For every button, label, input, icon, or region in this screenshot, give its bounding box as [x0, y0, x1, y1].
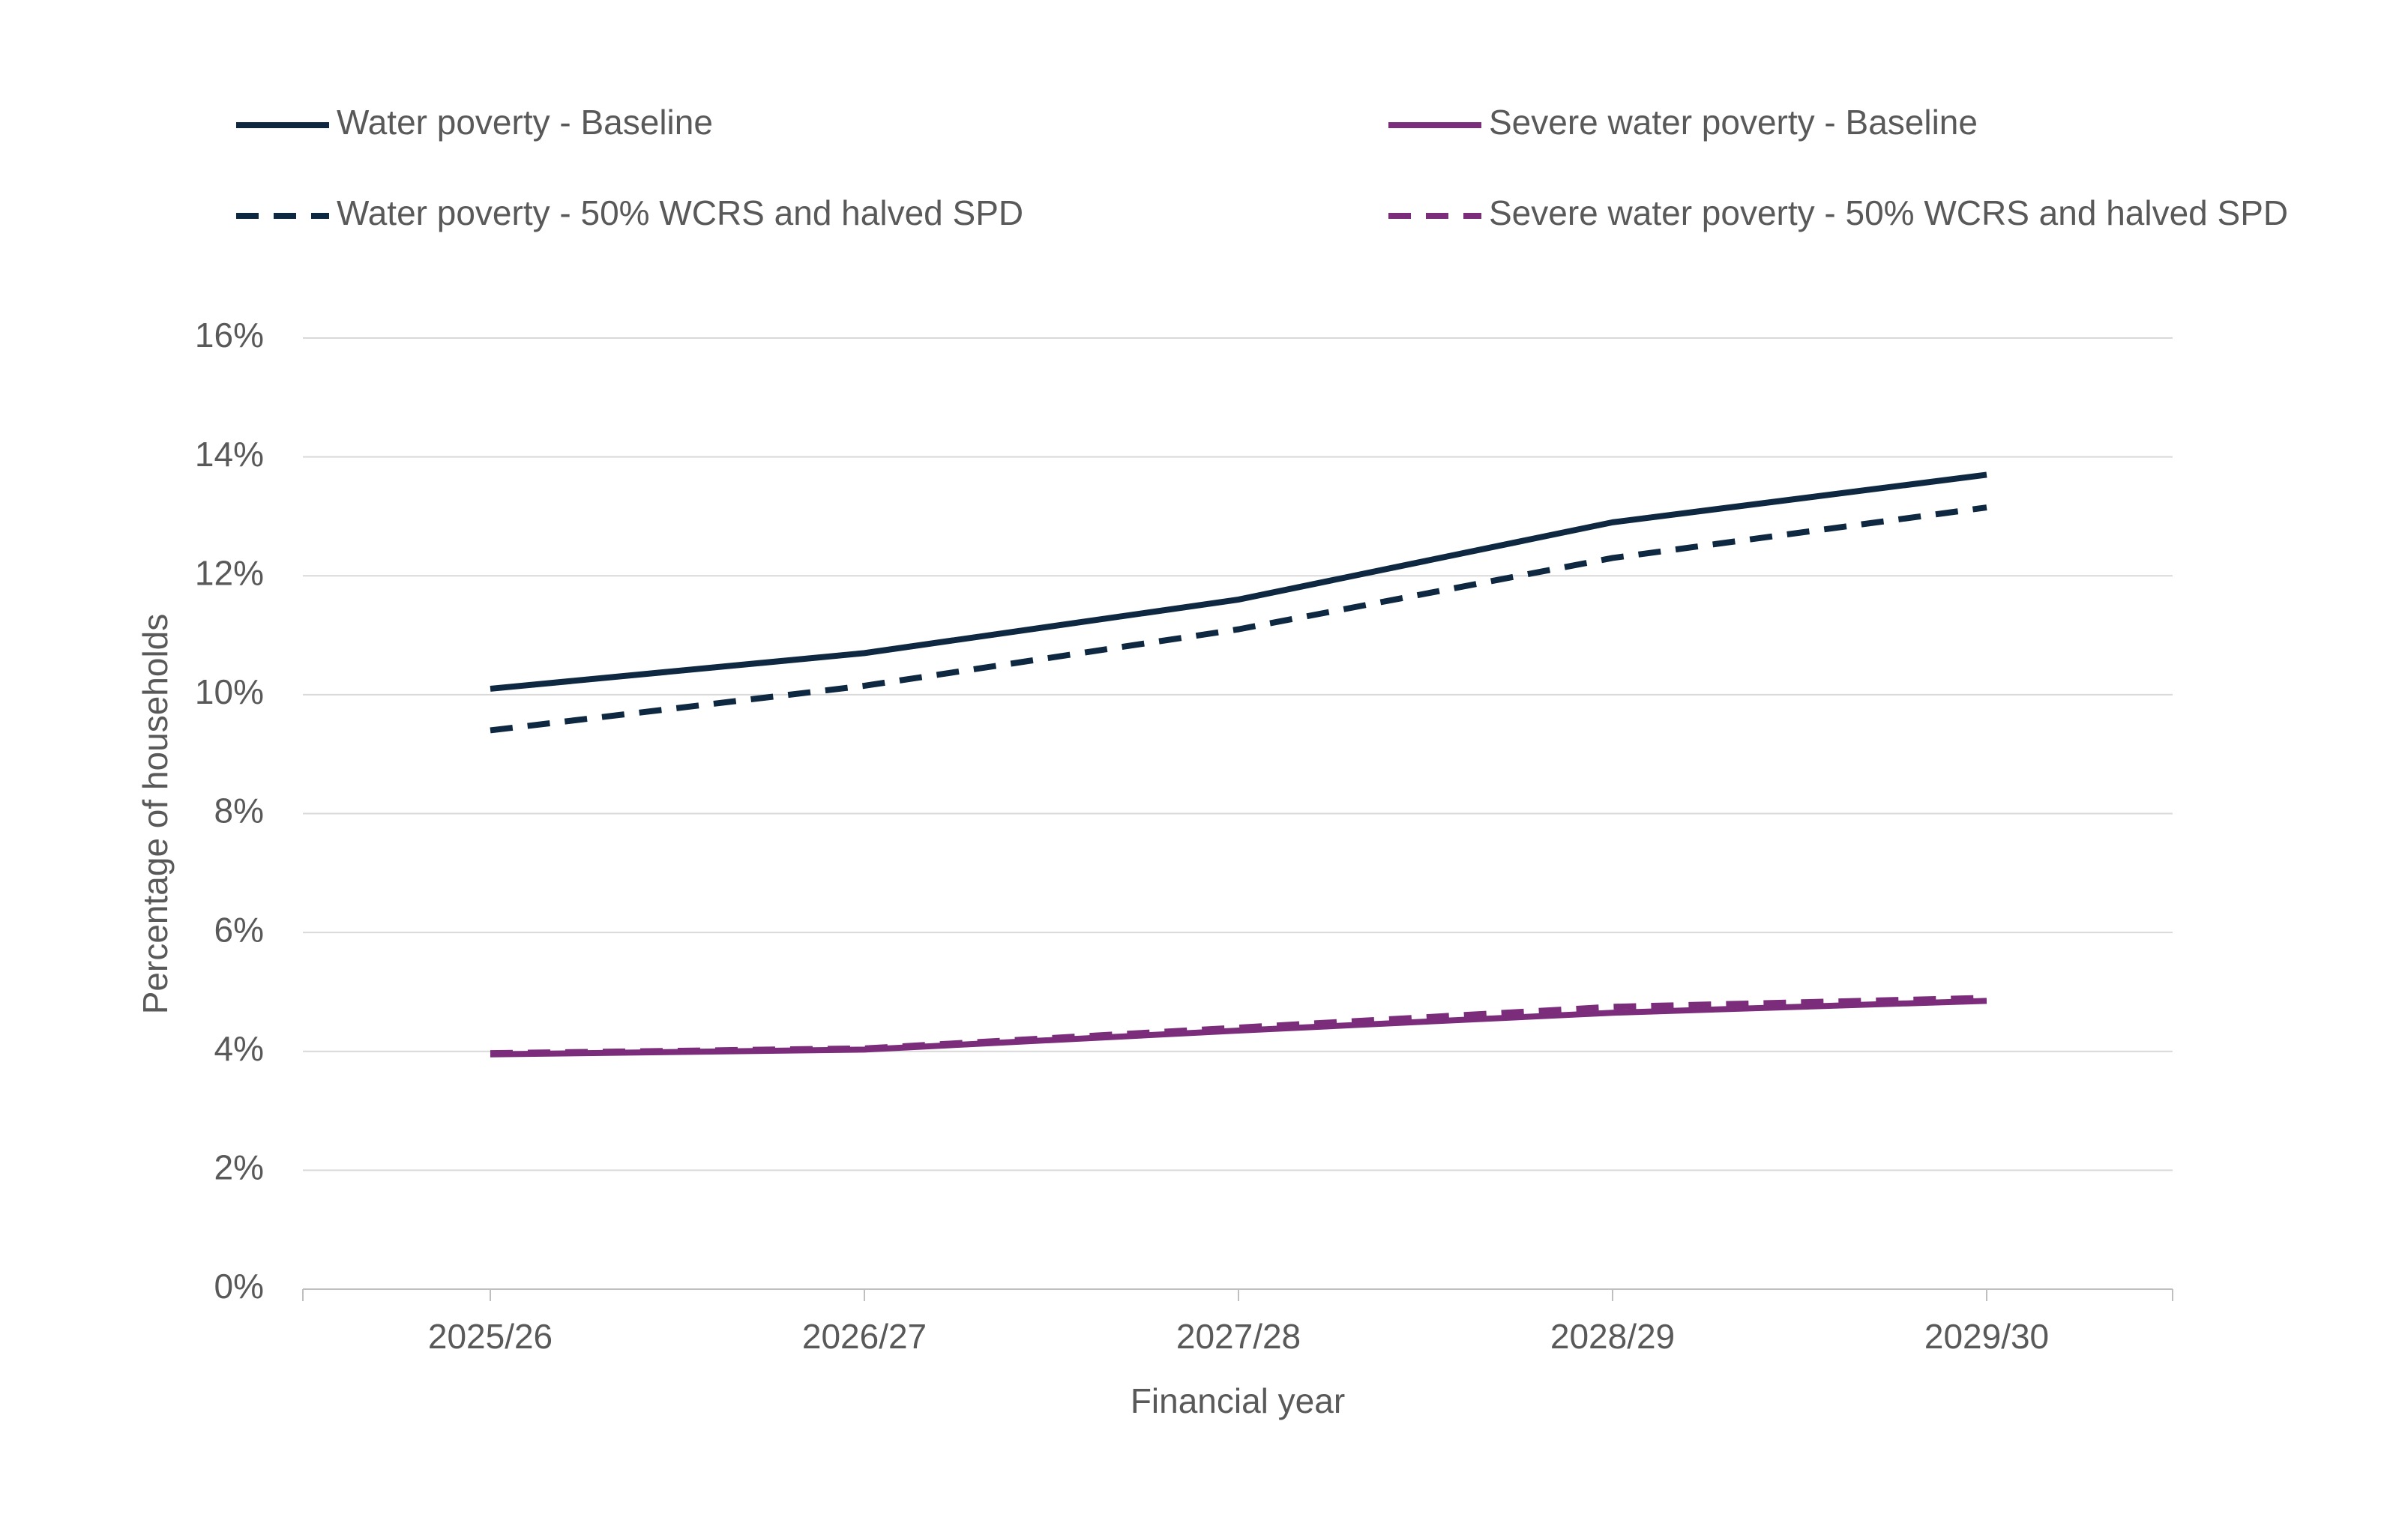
- x-tick-label: 2028/29: [1550, 1317, 1675, 1356]
- y-tick-label: 8%: [214, 791, 264, 830]
- legend-label: Severe water poverty - 50% WCRS and halv…: [1489, 193, 2288, 232]
- series-line: [490, 998, 1987, 1058]
- y-tick-label: 10%: [195, 672, 264, 711]
- x-axis-title: Financial year: [1131, 1381, 1345, 1420]
- legend-label: Water poverty - 50% WCRS and halved SPD: [337, 193, 1023, 232]
- x-tick-label: 2027/28: [1176, 1317, 1301, 1356]
- y-tick-label: 12%: [195, 553, 264, 592]
- y-tick-label: 4%: [214, 1029, 264, 1068]
- y-tick-label: 14%: [195, 435, 264, 474]
- x-tick-label: 2026/27: [802, 1317, 927, 1356]
- y-tick-label: 0%: [214, 1267, 264, 1306]
- legend-label: Water poverty - Baseline: [337, 103, 713, 142]
- series-line: [490, 504, 1987, 734]
- y-tick-label: 6%: [214, 910, 264, 949]
- y-tick-label: 16%: [195, 316, 264, 355]
- series-line: [490, 995, 1987, 1057]
- series-line: [490, 471, 1987, 692]
- y-axis-title: Percentage of households: [136, 614, 175, 1015]
- legend-label: Severe water poverty - Baseline: [1489, 103, 1978, 142]
- y-tick-label: 2%: [214, 1148, 264, 1187]
- x-tick-label: 2029/30: [1924, 1317, 2049, 1356]
- x-tick-label: 2025/26: [428, 1317, 553, 1356]
